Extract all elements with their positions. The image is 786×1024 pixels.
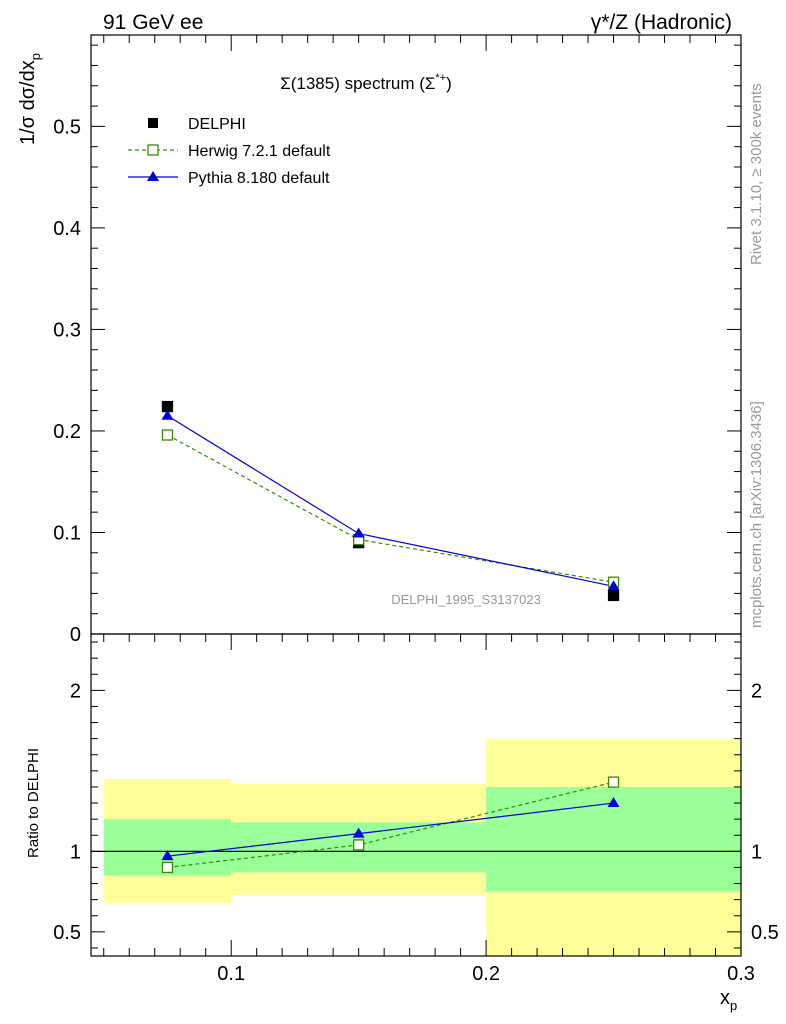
ratio-y-axis-label: Ratio to DELPHI	[25, 748, 42, 858]
main-y-ticks: 0 0.1 0.2 0.3 0.4 0.5	[53, 35, 742, 646]
mcplots-label: mcplots.cern.ch [arXiv:1306.3436]	[748, 401, 765, 628]
main-y-axis-label-sub: p	[28, 53, 43, 60]
main-y-tick-label: 0.5	[53, 116, 81, 138]
herwig-point	[161, 429, 174, 441]
ratio-uncertainty-bands	[91, 738, 741, 956]
legend-herwig-marker	[147, 144, 159, 156]
ratio-y-tick-label-right: 0.5	[751, 922, 779, 944]
x-axis-ticks: 0.1 0.2 0.3	[103, 634, 755, 985]
x-tick-label: 0.3	[727, 963, 755, 985]
main-y-axis-label: 1/σ dσ/dxp	[17, 53, 43, 145]
pythia-point	[352, 527, 365, 538]
legend-delphi-marker	[148, 118, 158, 128]
ratio-pythia-point	[352, 827, 365, 838]
legend: DELPHI Herwig 7.2.1 default Pythia 8.180…	[128, 116, 331, 187]
main-y-tick-label: 0.2	[53, 421, 81, 443]
plot-title-superscript: *+	[435, 72, 446, 84]
ratio-plot: 0.5 0.5 1 1 2 2 0.1 0.2 0.3 Ratio to DELPHI xp	[25, 633, 779, 1013]
ratio-pythia-point	[607, 797, 620, 808]
legend-herwig-label: Herwig 7.2.1 default	[188, 143, 331, 160]
main-plot: Σ(1385) spectrum (Σ*+) DELPHI_1995_S3137…	[17, 34, 742, 646]
ratio-herwig-point	[607, 776, 620, 788]
plot-title: Σ(1385) spectrum (Σ*+)	[280, 72, 452, 93]
plot-title-close: )	[446, 74, 452, 93]
ratio-y-tick-label: 2	[70, 680, 81, 702]
x-tick-label: 0.2	[472, 963, 500, 985]
main-y-tick-label: 0.4	[53, 218, 81, 240]
main-y-tick-label: 0.3	[53, 319, 81, 341]
ratio-y-tick-label: 1	[70, 841, 81, 863]
main-data-layer	[161, 400, 620, 602]
ratio-data-layer	[161, 776, 620, 874]
header-left: 91 GeV ee	[103, 11, 203, 34]
legend-delphi-label: DELPHI	[188, 116, 246, 133]
rivet-label: Rivet 3.1.10, ≥ 300k events	[748, 83, 765, 265]
ratio-y-tick-label-right: 1	[751, 841, 762, 863]
main-y-axis-label-text: 1/σ dσ/dx	[17, 60, 39, 145]
pythia-line	[167, 415, 614, 587]
x-axis-label: xp	[720, 987, 737, 1013]
header-right: γ*/Z (Hadronic)	[591, 11, 732, 34]
ratio-y-tick-label-right: 2	[751, 680, 762, 702]
plot-title-main: Σ(1385) spectrum (	[280, 74, 425, 93]
ratio-y-tick-label: 0.5	[53, 922, 81, 944]
watermark: DELPHI_1995_S3137023	[391, 592, 541, 607]
main-y-tick-label: 0	[70, 624, 81, 646]
legend-pythia-marker	[147, 171, 159, 181]
ratio-y-ticks: 0.5 0.5 1 1 2 2	[53, 641, 779, 949]
main-y-tick-label: 0.1	[53, 522, 81, 544]
ratio-herwig-point	[161, 861, 174, 874]
pythia-point	[607, 580, 620, 591]
x-axis-label-sub: p	[730, 998, 737, 1013]
x-tick-label: 0.1	[217, 963, 245, 985]
plot-title-symbol: Σ	[425, 74, 436, 93]
ratio-plot-frame	[90, 633, 742, 957]
x-axis-label-text: x	[720, 987, 730, 1009]
ratio-herwig-point	[352, 839, 365, 851]
ratio-pythia-point	[161, 850, 174, 861]
delphi-point	[607, 589, 620, 602]
pythia-point	[161, 409, 174, 420]
legend-pythia-label: Pythia 8.180 default	[188, 170, 330, 187]
